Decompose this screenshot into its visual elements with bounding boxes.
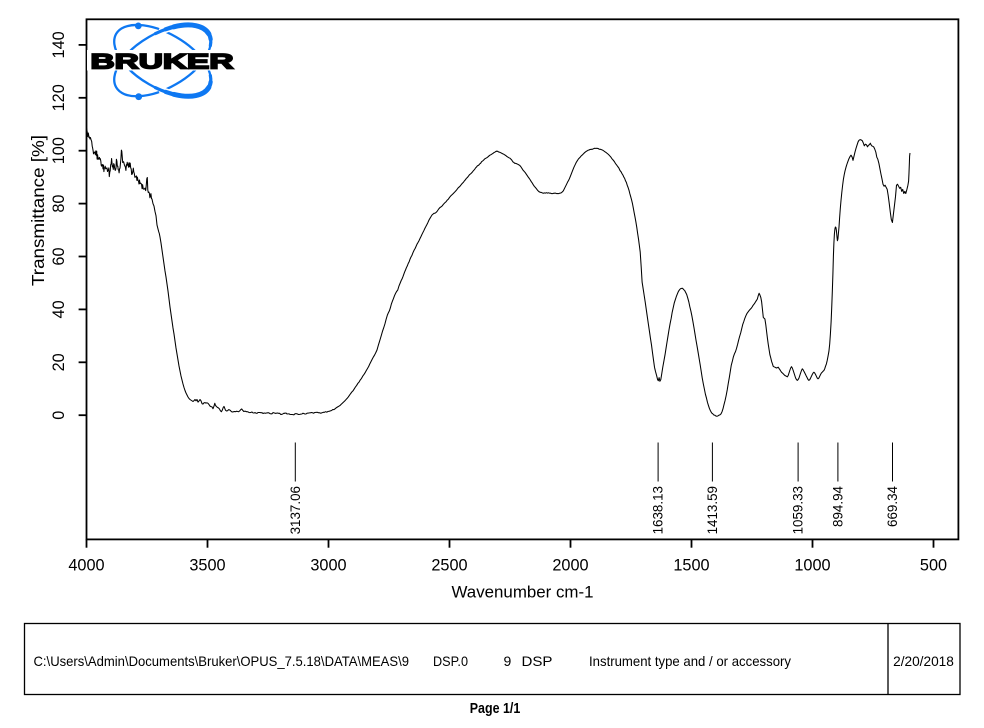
svg-text:Page 1/1: Page 1/1 [470, 701, 521, 717]
svg-text:2/20/2018: 2/20/2018 [893, 653, 954, 669]
svg-text:3000: 3000 [310, 557, 346, 575]
svg-text:Wavenumber cm-1: Wavenumber cm-1 [452, 584, 594, 602]
svg-text:Transmittance [%]: Transmittance [%] [28, 135, 48, 286]
svg-text:1000: 1000 [794, 557, 830, 575]
svg-text:140: 140 [50, 31, 68, 58]
svg-text:40: 40 [50, 300, 68, 318]
svg-text:2500: 2500 [431, 557, 467, 575]
svg-text:C:\Users\Admin\Documents\Bruke: C:\Users\Admin\Documents\Bruker\OPUS_7.5… [34, 653, 410, 669]
svg-text:BRUKER: BRUKER [91, 50, 235, 74]
svg-text:DSP: DSP [522, 653, 553, 669]
svg-text:2000: 2000 [552, 557, 588, 575]
svg-text:9: 9 [504, 653, 512, 669]
svg-text:100: 100 [50, 137, 68, 164]
svg-text:1500: 1500 [673, 557, 709, 575]
svg-text:1638.13: 1638.13 [651, 486, 666, 534]
svg-text:500: 500 [920, 557, 947, 575]
svg-text:1059.33: 1059.33 [791, 486, 806, 534]
svg-text:DSP.0: DSP.0 [433, 653, 468, 669]
svg-text:0: 0 [50, 411, 68, 420]
svg-text:894.94: 894.94 [831, 485, 846, 527]
svg-text:669.34: 669.34 [885, 485, 900, 527]
svg-text:60: 60 [50, 247, 68, 265]
svg-text:3137.06: 3137.06 [288, 486, 303, 534]
svg-text:20: 20 [50, 353, 68, 371]
svg-text:Instrument type and / or acces: Instrument type and / or accessory [589, 653, 791, 669]
svg-text:120: 120 [50, 84, 68, 111]
svg-text:80: 80 [50, 195, 68, 213]
svg-text:4000: 4000 [68, 557, 104, 575]
svg-text:3500: 3500 [189, 557, 225, 575]
svg-text:1413.59: 1413.59 [705, 486, 720, 534]
